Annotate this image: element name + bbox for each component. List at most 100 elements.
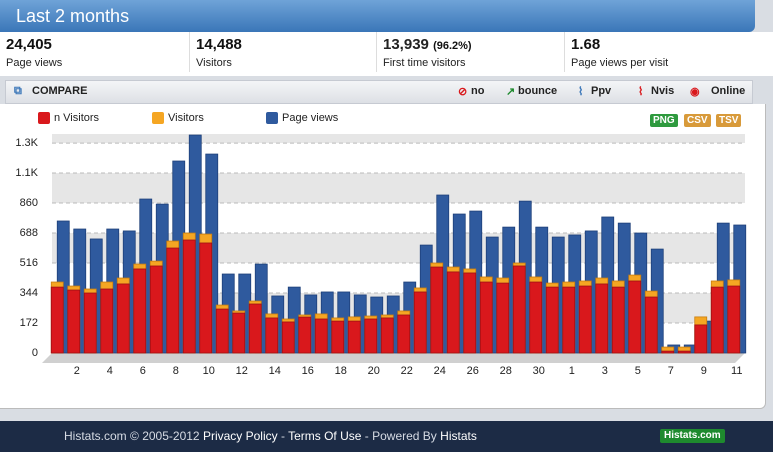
icon: ⊘ [458, 86, 468, 98]
bar [331, 320, 345, 354]
x-tick-label: 26 [467, 365, 479, 377]
toolbar-item[interactable]: Ppv [591, 85, 612, 97]
stats-row: 24,405 Page views 14,488 Visitors 13,939 (… [0, 32, 773, 76]
stat-value: 1.68 [571, 36, 601, 53]
bar [595, 283, 609, 354]
bar [50, 286, 64, 354]
export-button[interactable]: PNG [650, 114, 678, 127]
x-tick-label: 18 [335, 365, 347, 377]
compare-button[interactable]: COMPARE [32, 85, 88, 97]
bar [446, 271, 460, 354]
bar [100, 288, 114, 354]
bar [67, 289, 81, 354]
y-tick-label: 516 [20, 257, 38, 269]
x-tick-label: 3 [602, 365, 608, 377]
grid-band [52, 173, 745, 204]
separator: - [280, 429, 285, 443]
toolbar-item[interactable]: no [471, 85, 485, 97]
bar [529, 281, 543, 354]
x-tick-label: 30 [533, 365, 545, 377]
toolbar: ⧉ COMPARE ⊘ no ↗ bounce ⌇ Ppv ⌇ Nvis ◉ Online [5, 80, 753, 104]
export-button[interactable]: TSV [716, 114, 742, 127]
privacy-link[interactable]: Privacy Policy [202, 429, 278, 443]
header-title: Last 2 months [16, 6, 130, 26]
bar [281, 321, 295, 354]
bar [545, 286, 559, 354]
stat-label: Page views [6, 57, 63, 69]
icon: ↗ [506, 86, 516, 98]
x-tick-label: 8 [173, 365, 179, 377]
stat: 1.68 Page views per visit [564, 32, 668, 72]
stat-label: First time visitors [383, 57, 466, 69]
bar [562, 286, 576, 354]
x-tick-label: 11 [731, 365, 742, 377]
bar [677, 350, 691, 354]
x-tick-label: 24 [434, 365, 446, 377]
x-tick-label: 4 [107, 365, 113, 377]
stat: 13,939 (96.2%) First time visitors [376, 32, 472, 72]
x-tick-label: 10 [203, 365, 215, 377]
toolbar-item[interactable]: Nvis [651, 85, 675, 97]
terms-link[interactable]: Terms Of Use [288, 429, 362, 443]
y-tick-label: 688 [20, 227, 38, 239]
x-tick-label: 9 [701, 365, 707, 377]
x-tick-label: 20 [368, 365, 380, 377]
bar [83, 292, 97, 354]
x-tick-label: 1 [569, 365, 575, 377]
brand-link[interactable]: Histats [440, 429, 477, 443]
export-button[interactable]: CSV [684, 114, 711, 127]
stat-extra: (96.2%) [433, 40, 472, 52]
y-tick-label: 344 [20, 287, 38, 299]
legend-swatch [38, 112, 50, 124]
stat-label: Visitors [196, 57, 232, 69]
footer: Histats.com © 2005-2012 Privacy Policy -… [0, 421, 773, 452]
bar [232, 312, 246, 354]
bar [364, 318, 378, 354]
bar [661, 350, 675, 354]
bar [578, 285, 592, 354]
chart-panel: PNG CSV TSV 0 172 344 516 688 860 1.1K 1.3K n Vi… [0, 104, 766, 409]
stat-value: 24,405 [6, 36, 52, 53]
bar [149, 265, 163, 354]
bar [133, 268, 147, 354]
bar [430, 266, 444, 354]
logo[interactable]: Histats.com [660, 429, 725, 443]
y-tick-label: 0 [32, 347, 38, 359]
bar [727, 285, 741, 354]
bar [397, 314, 411, 354]
bar [694, 324, 708, 354]
stat-value: 14,488 [196, 36, 242, 53]
stat-label: Page views per visit [571, 57, 669, 69]
header: Last 2 months [0, 0, 755, 32]
bar [710, 286, 724, 354]
bar [512, 265, 526, 354]
toolbar-item[interactable]: bounce [518, 85, 558, 97]
bar [116, 283, 130, 354]
legend-label: n Visitors [54, 112, 100, 124]
legend-swatch [266, 112, 278, 124]
x-tick-label: 14 [269, 365, 281, 377]
bar [182, 239, 196, 354]
icon: ◉ [690, 86, 700, 98]
y-tick-label: 1.3K [15, 137, 38, 149]
x-tick-label: 12 [236, 365, 248, 377]
y-tick-label: 172 [20, 317, 38, 329]
stat-value: 13,939 (96.2%) [383, 36, 472, 53]
bar [166, 247, 180, 354]
stat-number: 13,939 [383, 36, 429, 53]
bar [314, 318, 328, 354]
bar [380, 317, 394, 354]
x-tick-label: 16 [302, 365, 314, 377]
toolbar-item[interactable]: Online [711, 85, 746, 97]
x-tick-label: 5 [635, 365, 641, 377]
stat: 24,405 Page views [0, 32, 62, 72]
bar [199, 242, 213, 354]
bar [215, 308, 229, 354]
x-tick-label: 6 [140, 365, 146, 377]
x-tick-label: 7 [668, 365, 674, 377]
bar [496, 282, 510, 354]
bar [644, 296, 658, 354]
bar [479, 281, 493, 354]
